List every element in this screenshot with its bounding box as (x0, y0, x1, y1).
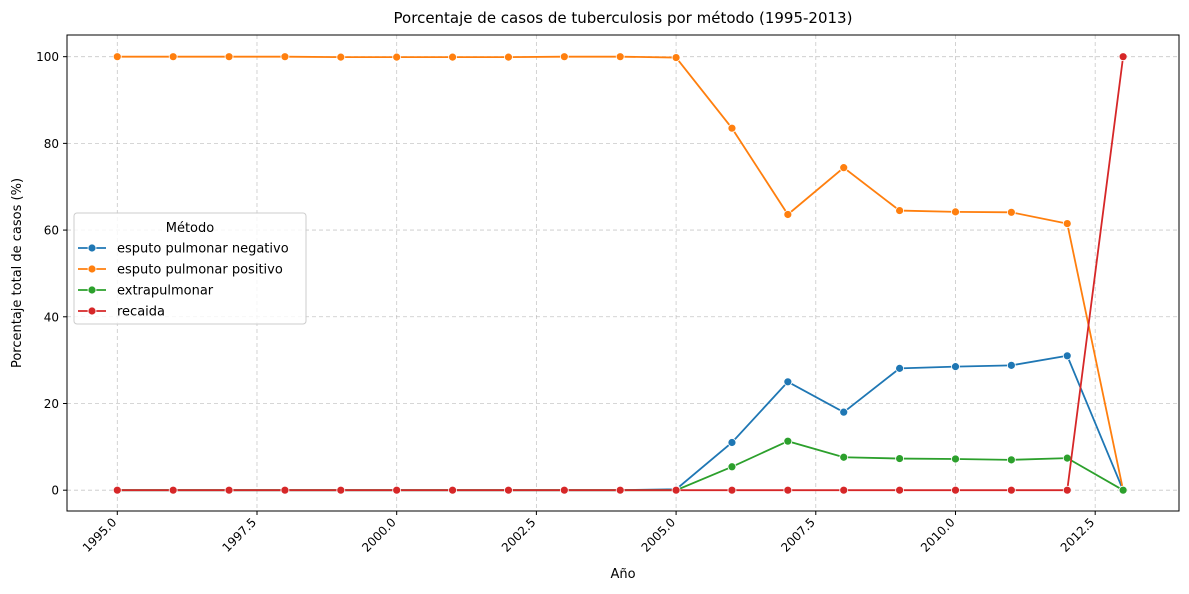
data-point (1118, 52, 1128, 62)
x-tick-label: 2000.0 (359, 515, 399, 555)
plot-frame (66, 34, 1180, 512)
series-line (117, 440, 1124, 492)
data-point (615, 485, 625, 495)
data-point (895, 454, 905, 463)
data-point (448, 52, 457, 62)
y-tick-label: 40 (44, 310, 59, 324)
y-tick-label: 100 (36, 50, 59, 64)
data-point (783, 377, 793, 387)
y-ticks: 0 20 40 60 80 100 (36, 50, 67, 498)
x-tick-label: 2005.0 (639, 515, 679, 555)
data-point (280, 485, 290, 495)
y-tick-label: 0 (51, 484, 59, 498)
data-point (448, 485, 457, 495)
data-point (392, 485, 402, 495)
data-point (839, 452, 849, 462)
data-point (895, 485, 905, 495)
legend-label: extrapulmonar (117, 284, 214, 299)
x-tick-label: 2012.5 (1058, 515, 1098, 555)
legend-swatch-marker (87, 264, 97, 274)
series-extrapulmonar (112, 436, 1128, 495)
series-esputo-pulmonar-positivo (112, 52, 1128, 495)
data-point (1062, 485, 1072, 495)
data-point (783, 436, 793, 446)
data-point (224, 52, 234, 62)
legend-swatch-marker (87, 306, 97, 316)
data-point (951, 485, 960, 495)
data-point (951, 362, 960, 372)
legend-swatch-marker (87, 243, 97, 253)
legend: Método esputo pulmonar negativo esputo pu… (73, 212, 307, 325)
data-point (336, 485, 346, 495)
data-point (783, 210, 793, 219)
x-tick-label: 2010.0 (918, 515, 958, 555)
data-point (671, 485, 681, 495)
legend-item: esputo pulmonar negativo (78, 242, 289, 257)
x-tick-label: 1995.0 (80, 515, 120, 555)
data-point (504, 485, 513, 495)
data-point (1006, 455, 1016, 465)
y-tick-label: 60 (44, 224, 59, 238)
legend-frame (73, 212, 307, 325)
data-point (1006, 207, 1016, 217)
legend-item: extrapulmonar (78, 284, 214, 299)
data-point (112, 52, 122, 62)
data-point (839, 485, 849, 495)
data-point (168, 485, 178, 495)
data-point (559, 485, 569, 495)
data-point (951, 207, 960, 217)
y-axis-label: Porcentaje total de casos (%) (10, 178, 25, 368)
data-point (951, 454, 960, 464)
chart-title: Porcentaje de casos de tuberculosis por … (394, 9, 853, 27)
x-ticks: 1995.0 1997.5 2000.0 2002.5 2005.0 2007.5 2010… (80, 511, 1097, 555)
data-point (224, 485, 234, 495)
data-point (559, 52, 569, 62)
data-point (168, 52, 178, 62)
series-recaida (112, 52, 1128, 495)
legend-title: Método (166, 221, 215, 236)
x-tick-label: 1997.5 (220, 515, 260, 555)
data-point (895, 206, 905, 215)
data-point (1118, 485, 1128, 495)
legend-label: recaida (117, 305, 165, 320)
data-point (112, 485, 122, 495)
data-point (727, 438, 737, 447)
legend-label: esputo pulmonar positivo (117, 263, 283, 278)
x-tick-label: 2007.5 (778, 515, 818, 555)
data-point (783, 485, 793, 495)
data-point (504, 52, 513, 62)
data-point (615, 52, 625, 62)
x-axis-label: Año (610, 567, 635, 582)
data-point (839, 407, 849, 417)
legend-item: esputo pulmonar positivo (78, 263, 283, 278)
data-point (1062, 351, 1072, 361)
series-esputo-pulmonar-negativo (112, 351, 1128, 495)
data-point (1062, 453, 1072, 463)
legend-label: esputo pulmonar negativo (117, 242, 289, 257)
series-line (117, 354, 1124, 492)
data-point (1006, 360, 1016, 370)
legend-item: recaida (78, 305, 165, 320)
data-point (727, 123, 737, 133)
data-point (1006, 485, 1016, 495)
data-point (1062, 219, 1072, 228)
x-tick-label: 2002.5 (499, 515, 539, 555)
data-point (727, 485, 737, 495)
series-layer (112, 52, 1128, 495)
y-tick-label: 20 (44, 397, 59, 411)
data-point (839, 163, 849, 173)
data-point (895, 363, 905, 373)
legend-swatch-marker (87, 285, 97, 295)
data-point (392, 52, 402, 62)
data-point (727, 462, 737, 472)
data-point (280, 52, 290, 62)
y-tick-label: 80 (44, 137, 59, 151)
data-point (336, 52, 346, 62)
data-point (671, 53, 681, 62)
